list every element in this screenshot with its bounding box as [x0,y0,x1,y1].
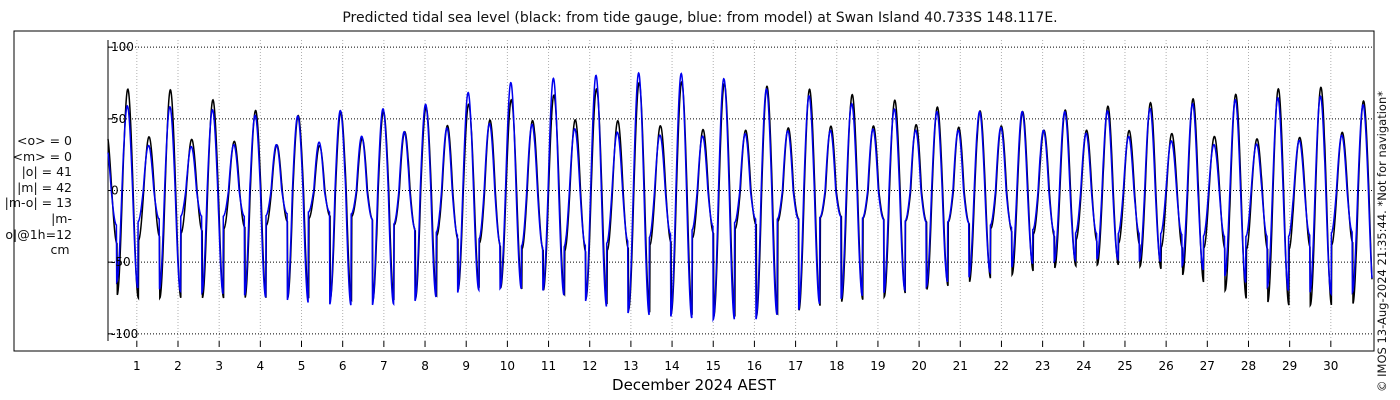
series-layer [107,71,1373,323]
x-axis-label: December 2024 AEST [612,376,777,394]
x-tick-label: 13 [623,359,638,373]
x-tick-label: 26 [1158,359,1173,373]
axis-layer [107,40,1332,347]
x-tick-label: 18 [829,359,844,373]
x-tick-label: 22 [994,359,1009,373]
chart-title: Predicted tidal sea level (black: from t… [342,10,1058,26]
x-tick-label: 1 [133,359,141,373]
x-tick-label: 27 [1200,359,1215,373]
x-tick-label: 25 [1117,359,1132,373]
x-tick-label: 28 [1241,359,1256,373]
x-tick-label: 4 [257,359,265,373]
stat-abs-observed: |o| = 41 [21,164,72,180]
x-tick-label: 10 [500,359,515,373]
x-tick-label: 15 [706,359,721,373]
x-tick-label: 24 [1076,359,1091,373]
x-tick-label: 19 [870,359,885,373]
stat-mean-model: <m> = 0 [12,148,73,164]
x-tick-label: 20 [911,359,926,373]
y-tick-label: 0 [111,184,119,198]
x-tick-label: 16 [747,359,762,373]
x-tick-label: 12 [582,359,597,373]
x-tick-label: 30 [1323,359,1338,373]
y-tick-label: -50 [111,255,131,269]
x-tick-label: 29 [1282,359,1297,373]
x-tick-label: 9 [462,359,470,373]
stat-unit: cm [50,242,70,258]
copyright-credit: © IMOS 13-Aug-2024 21:35:44. *Not for na… [1375,91,1389,392]
y-tick-label: -100 [111,327,138,341]
x-tick-label: 5 [298,359,306,373]
series-model-line [107,71,1373,323]
x-tick-label: 3 [215,359,223,373]
x-tick-label: 14 [664,359,679,373]
outer-frame [13,30,1375,352]
statistics-panel: <o> = 0 <m> = 0 |o| = 41 |m| = 42 |m-o| … [0,133,102,258]
stat-abs-difference: |m-o| = 13 [4,195,72,211]
y-tick-label: 100 [111,40,134,54]
x-tick-label: 2 [174,359,182,373]
stat-abs-difference-1h: |m-o|@1h=12 [5,210,72,242]
x-tick-label: 11 [541,359,556,373]
tick-layer: 1 2 3 4 5 6 7 8 9 10 11 12 13 14 15 16 17 18 19 20 21 22 23 24 2… [111,40,1338,373]
y-tick-label: 50 [111,112,126,126]
x-tick-label: 6 [339,359,347,373]
stat-abs-model: |m| = 42 [17,179,72,195]
x-tick-label: 21 [953,359,968,373]
x-tick-label: 8 [421,359,429,373]
stat-mean-observed: <o> = 0 [17,133,72,148]
x-tick-label: 17 [788,359,803,373]
x-tick-label: 23 [1035,359,1050,373]
x-tick-label: 7 [380,359,388,373]
